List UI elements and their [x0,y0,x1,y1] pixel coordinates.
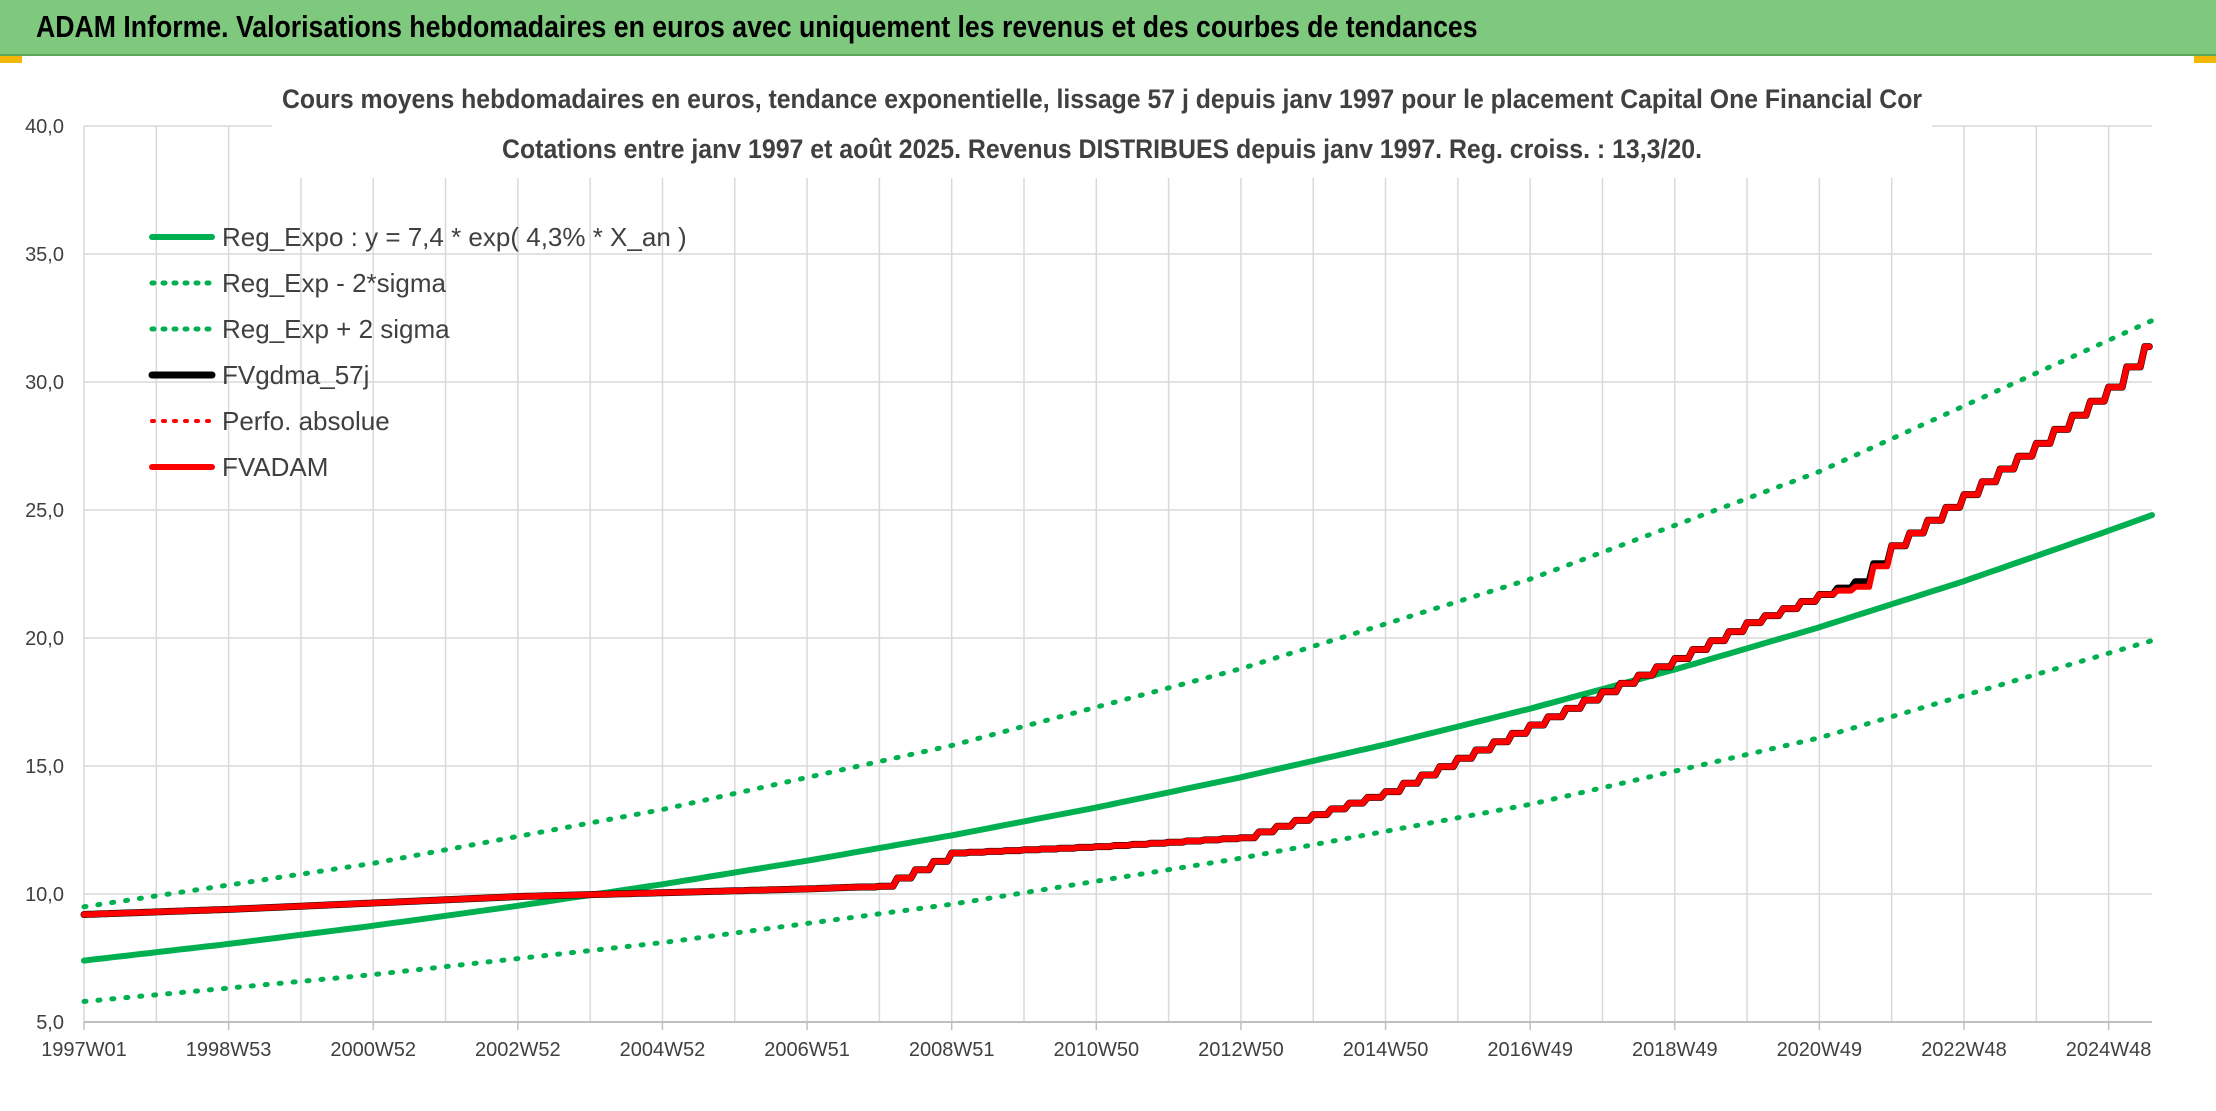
series-line-2 [81,318,2155,910]
y-tick-label: 30,0 [25,372,64,394]
chart-title: Cours moyens hebdomadaires en euros, ten… [282,84,1922,114]
chart-frame: 5,0 10,0 15,0 20,0 25,0 30,0 35,0 40,0 1997W01 19… [0,56,2216,1106]
x-tick-label: 2020W49 [1777,1039,1863,1061]
x-tick-label: 2010W50 [1053,1039,1139,1061]
legend: Reg_Expo : y = 7,4 * exp( 4,3% * X_an ) R… [148,222,687,482]
x-tick-label: 2002W52 [475,1039,561,1061]
x-tick-label: 2016W49 [1487,1039,1573,1061]
grid-layer [83,125,2152,1023]
line-chart: 5,0 10,0 15,0 20,0 25,0 30,0 35,0 40,0 1997W01 19… [25,66,2155,1061]
y-tick-label: 15,0 [25,756,64,778]
y-tick-label: 35,0 [25,244,64,266]
y-tick-label: 20,0 [25,628,64,650]
chart-subtitle: Cotations entre janv 1997 et août 2025. … [502,134,1702,164]
y-tick-label: 40,0 [25,116,64,138]
legend-label-0: Reg_Expo : y = 7,4 * exp( 4,3% * X_an ) [222,222,687,252]
legend-label-3: FVgdma_57j [222,360,369,390]
series-line-5 [81,343,2153,918]
y-tick-label: 10,0 [25,884,64,906]
x-tick-label: 2012W50 [1198,1039,1284,1061]
x-tick-label: 2006W51 [764,1039,850,1061]
corner-marker-left [0,56,22,63]
x-tick-label: 1997W01 [41,1039,127,1061]
x-tick-label: 2018W49 [1632,1039,1718,1061]
x-tick-label: 2008W51 [909,1039,995,1061]
report-title: ADAM Informe. Valorisations hebdomadaire… [36,9,1478,44]
title-background [272,66,1932,178]
corner-marker-right [2194,56,2216,63]
series-layer [80,318,2155,1004]
legend-label-2: Reg_Exp + 2 sigma [222,314,450,344]
x-tick-label: 2022W48 [1921,1039,2007,1061]
legend-label-4: Perfo. absolue [222,406,390,436]
series-line-3 [80,343,2153,918]
x-tick-label: 2014W50 [1343,1039,1429,1061]
report-banner: ADAM Informe. Valorisations hebdomadaire… [0,0,2216,56]
axis-layer: 5,0 10,0 15,0 20,0 25,0 30,0 35,0 40,0 1997W01 19… [25,116,2152,1061]
x-tick-label: 2000W52 [330,1039,416,1061]
x-tick-label: 2024W48 [2066,1039,2152,1061]
legend-label-5: FVADAM [222,452,328,482]
series-line-1 [81,638,2155,1004]
legend-label-1: Reg_Exp - 2*sigma [222,268,447,298]
x-tick-label: 1998W53 [186,1039,272,1061]
x-tick-label: 2004W52 [620,1039,706,1061]
series-line-0 [81,512,2155,964]
y-tick-label: 25,0 [25,500,64,522]
y-tick-label: 5,0 [36,1012,64,1034]
